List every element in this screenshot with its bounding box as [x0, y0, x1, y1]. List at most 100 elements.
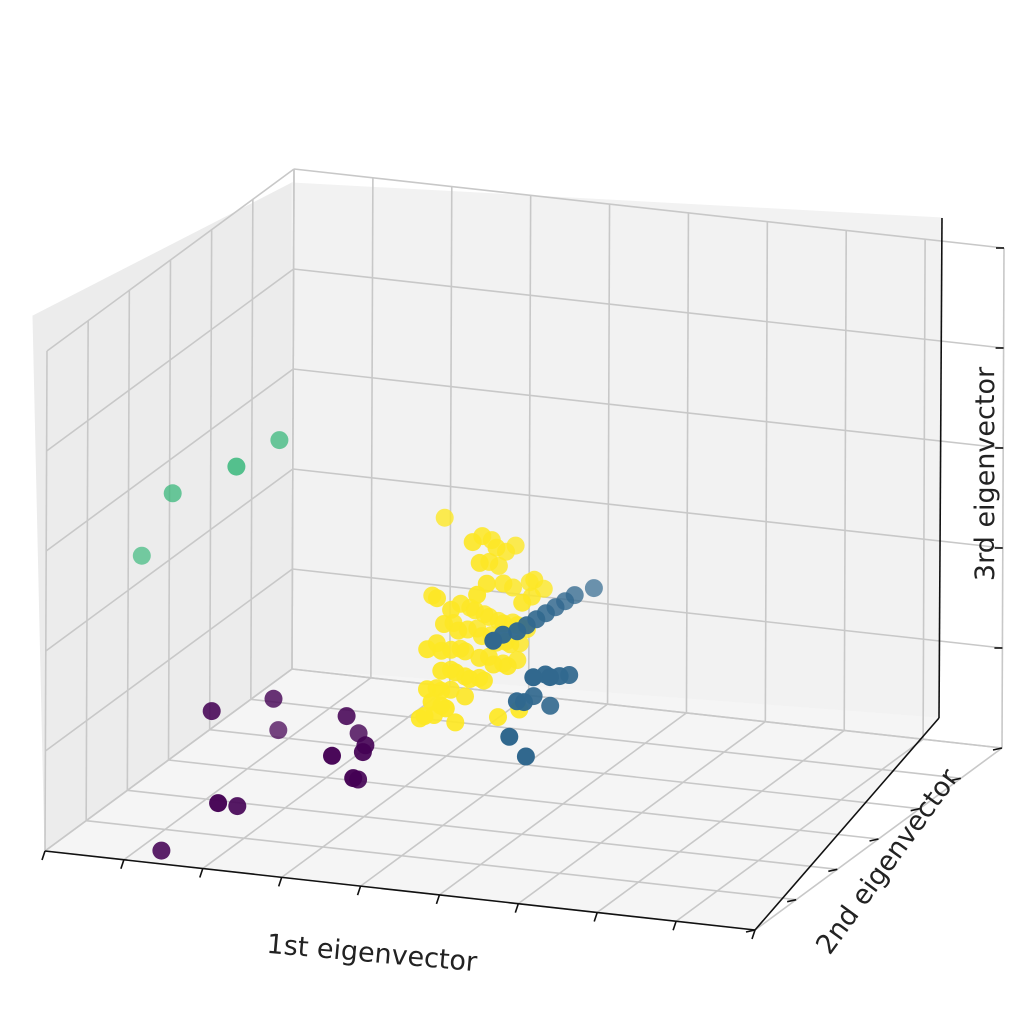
scatter-point: [474, 671, 493, 690]
x-tick: [593, 912, 598, 922]
grid-line: [85, 320, 89, 821]
scatter-point: [202, 702, 221, 721]
grid-line: [86, 819, 797, 901]
grid-line: [293, 168, 1005, 249]
y-tick: [869, 838, 879, 842]
scatter-point: [418, 640, 437, 659]
scatter-point: [209, 794, 228, 813]
scatter-point: [422, 692, 441, 711]
scatter-point: [337, 707, 356, 726]
grid-line: [527, 195, 532, 696]
scatter-point: [353, 743, 372, 762]
grid-line: [45, 468, 294, 652]
grid-line: [764, 221, 769, 722]
scatter-point: [584, 579, 603, 598]
grid-line: [167, 259, 172, 761]
grid-line: [843, 230, 848, 731]
scatter-point: [446, 663, 465, 682]
scatter-point: [446, 713, 465, 732]
data-points: [132, 431, 603, 860]
scatter-point: [415, 707, 434, 725]
scatter-point: [515, 693, 533, 712]
grid-line: [291, 668, 1003, 749]
scatter-point: [470, 648, 489, 667]
scatter-point: [323, 746, 341, 765]
scatter-point: [487, 538, 506, 557]
scatter-point: [152, 841, 171, 860]
scatter-point: [541, 668, 559, 687]
grid-line: [209, 728, 920, 810]
scatter-point: [484, 631, 503, 650]
axis-lines: [44, 217, 943, 931]
x-axis-line: [44, 850, 756, 931]
scatter-point: [456, 687, 474, 706]
scatter-point: [513, 593, 532, 612]
y-tick: [786, 898, 797, 903]
grid-line: [250, 698, 961, 780]
scatter-point: [435, 615, 453, 633]
y-tick: [828, 868, 838, 873]
grid-line: [1001, 247, 1005, 749]
x-tick: [435, 894, 441, 905]
grid-line: [922, 239, 926, 740]
tick-marks: [41, 247, 1004, 940]
grid-line: [293, 268, 1004, 349]
y-axis-line: [754, 717, 940, 931]
x-axis-label: 1st eigenvector: [265, 929, 479, 978]
grid-line: [370, 177, 374, 678]
scatter-point: [524, 668, 543, 687]
grid-line: [168, 759, 879, 840]
grid-line: [685, 212, 690, 713]
scatter-point: [498, 657, 517, 676]
scatter-point: [480, 607, 499, 626]
scatter-point: [525, 570, 544, 589]
grid-line: [291, 168, 295, 670]
scatter-point: [270, 431, 289, 450]
grid-line: [250, 199, 254, 700]
scatter-point: [264, 689, 283, 708]
y-tick: [951, 777, 962, 782]
x-tick: [277, 877, 283, 887]
grid-line: [606, 204, 611, 705]
scatter-point: [516, 747, 535, 766]
grid-line: [46, 268, 295, 452]
x-tick: [120, 859, 125, 870]
scatter-point: [436, 699, 455, 718]
y-tick: [745, 929, 756, 933]
scatter-point: [163, 484, 182, 503]
scatter-point: [432, 641, 451, 660]
grid-line: [208, 229, 213, 730]
scatter-point: [442, 600, 461, 619]
scatter-point: [456, 642, 475, 661]
scatter-point: [494, 574, 513, 593]
grid-line: [45, 368, 294, 552]
scatter-point: [465, 601, 484, 620]
scatter-point: [463, 533, 482, 552]
x-tick: [356, 885, 362, 896]
x-tick: [41, 850, 46, 861]
scatter-point: [435, 508, 454, 527]
scatter-point: [344, 769, 363, 788]
scatter-point: [132, 546, 151, 565]
scatter-point: [428, 589, 446, 608]
grid-line: [292, 468, 1003, 549]
x-tick: [199, 868, 204, 878]
x-tick: [514, 903, 520, 913]
z-axis-label: 3rd eigenvector: [970, 366, 1001, 581]
scatter-point: [500, 727, 519, 746]
scatter-point: [432, 661, 451, 680]
scatter-point: [228, 797, 247, 816]
grid-line: [44, 350, 48, 852]
scatter-point: [541, 696, 560, 715]
scatter-point: [449, 621, 468, 640]
grid-line: [44, 568, 293, 752]
scatter-point: [468, 585, 487, 604]
grid-lines: [44, 168, 1005, 931]
scatter-point: [460, 670, 479, 688]
scatter-point: [489, 708, 507, 727]
scatter-point: [484, 655, 503, 674]
scatter-point: [508, 622, 527, 641]
grid-line: [44, 668, 293, 852]
scatter-point: [227, 457, 246, 476]
